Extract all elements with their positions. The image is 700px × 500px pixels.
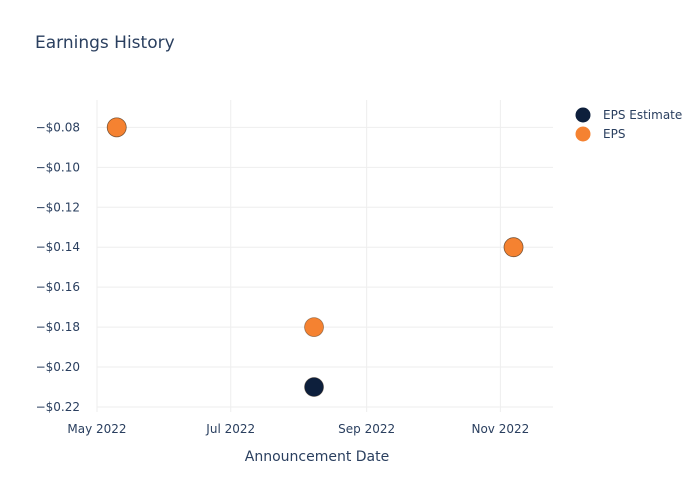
x-tick-label: Sep 2022: [338, 422, 395, 436]
chart-title: Earnings History: [35, 33, 175, 53]
legend-marker: [575, 107, 591, 123]
y-tick-label: −$0.18: [36, 320, 80, 334]
legend-label: EPS: [603, 127, 625, 141]
x-tick-label: Nov 2022: [471, 422, 529, 436]
data-point-eps[interactable]: [503, 237, 524, 258]
legend-label: EPS Estimate: [603, 108, 682, 122]
y-tick-label: −$0.20: [36, 360, 80, 374]
y-tick-label: −$0.08: [36, 120, 80, 134]
legend-marker: [575, 126, 591, 142]
data-point-eps[interactable]: [106, 117, 127, 138]
x-tick-label: May 2022: [67, 422, 126, 436]
legend[interactable]: EPS Estimate EPS: [575, 107, 683, 142]
data-point-eps[interactable]: [304, 317, 324, 338]
data-point-eps-estimate[interactable]: [304, 377, 324, 397]
y-tick-label: −$0.10: [36, 160, 80, 174]
points-layer: [106, 117, 524, 397]
x-tick-label: Jul 2022: [205, 422, 255, 436]
grid-layer: [96, 100, 553, 412]
y-tick-label: −$0.22: [36, 400, 80, 414]
x-axis-label: Announcement Date: [245, 449, 389, 465]
y-tick-label: −$0.12: [36, 200, 80, 214]
axis-layer: May 2022 Jul 2022 Sep 2022 Nov 2022 −$0.08 −$…: [36, 120, 530, 436]
y-tick-label: −$0.16: [36, 280, 80, 294]
y-tick-label: −$0.14: [36, 240, 80, 254]
